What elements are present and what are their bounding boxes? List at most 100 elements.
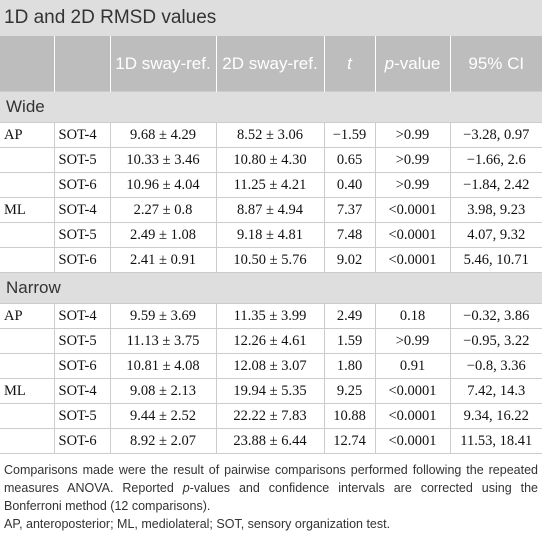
table-row: ML SOT-4 9.08 ± 2.13 19.94 ± 5.35 9.25 <0.000… — [0, 378, 542, 404]
cell-ci: −1.84, 2.42 — [449, 172, 542, 198]
cell-ci: −0.8, 3.36 — [449, 353, 542, 379]
cell-1d: 10.96 ± 4.04 — [109, 172, 216, 198]
cell-sot: SOT-4 — [53, 378, 110, 404]
cell-group — [0, 147, 54, 173]
cell-ci: 9.34, 16.22 — [449, 403, 542, 429]
table-row: SOT-5 9.44 ± 2.52 22.22 ± 7.83 10.88 <0.0001… — [0, 403, 542, 429]
cell-group — [0, 353, 54, 379]
cell-ci: 7.42, 14.3 — [449, 378, 542, 404]
cell-sot: SOT-4 — [53, 303, 110, 329]
cell-group: ML — [0, 378, 54, 404]
table-body: Wide AP SOT-4 9.68 ± 4.29 8.52 ± 3.06 −1.59 >0… — [0, 91, 542, 454]
cell-p-value: <0.0001 — [374, 222, 450, 248]
table-row: AP SOT-4 9.59 ± 3.69 11.35 ± 3.99 2.49 0.18 −0… — [0, 303, 542, 329]
cell-t: 2.49 — [323, 303, 375, 329]
cell-1d: 2.27 ± 0.8 — [109, 197, 216, 223]
cell-ci: 4.07, 9.32 — [449, 222, 542, 248]
header-cell-group — [0, 36, 54, 92]
cell-1d: 10.33 ± 3.46 — [109, 147, 216, 173]
cell-1d: 8.92 ± 2.07 — [109, 428, 216, 454]
table-footnotes: Comparisons made were the result of pair… — [0, 454, 542, 533]
cell-group: AP — [0, 122, 54, 148]
cell-2d: 11.25 ± 4.21 — [215, 172, 324, 198]
header-cell-sot — [53, 36, 110, 92]
cell-group: AP — [0, 303, 54, 329]
cell-p-value: <0.0001 — [374, 247, 450, 273]
cell-sot: SOT-6 — [53, 247, 110, 273]
cell-t: 7.37 — [323, 197, 375, 223]
header-cell-ci: 95% CI — [449, 36, 542, 92]
header-cell-p-value: p-value — [374, 36, 450, 92]
cell-2d: 12.26 ± 4.61 — [215, 328, 324, 354]
cell-sot: SOT-5 — [53, 147, 110, 173]
table-container: 1D and 2D RMSD values 1D sway-ref. 2D sw… — [0, 0, 542, 533]
cell-p-value: >0.99 — [374, 122, 450, 148]
section-row: Wide — [0, 91, 542, 123]
header-cell-2d: 2D sway-ref. — [215, 36, 324, 92]
section-row: Narrow — [0, 272, 542, 304]
cell-p-value: 0.91 — [374, 353, 450, 379]
table-row: ML SOT-4 2.27 ± 0.8 8.87 ± 4.94 7.37 <0.0001 3… — [0, 197, 542, 223]
cell-sot: SOT-6 — [53, 428, 110, 454]
cell-2d: 10.50 ± 5.76 — [215, 247, 324, 273]
cell-group — [0, 222, 54, 248]
cell-t: 1.80 — [323, 353, 375, 379]
header-row: 1D sway-ref. 2D sway-ref. t p-value 95% … — [0, 36, 542, 92]
cell-2d: 8.52 ± 3.06 — [215, 122, 324, 148]
cell-2d: 12.08 ± 3.07 — [215, 353, 324, 379]
table-row: AP SOT-4 9.68 ± 4.29 8.52 ± 3.06 −1.59 >0.99−… — [0, 122, 542, 148]
cell-t: 7.48 — [323, 222, 375, 248]
footnote-abbreviations: AP, anteroposterior; ML, mediolateral; S… — [4, 517, 391, 531]
cell-sot: SOT-6 — [53, 172, 110, 198]
cell-1d: 9.68 ± 4.29 — [109, 122, 216, 148]
cell-t: 1.59 — [323, 328, 375, 354]
cell-1d: 9.59 ± 3.69 — [109, 303, 216, 329]
cell-1d: 9.44 ± 2.52 — [109, 403, 216, 429]
cell-2d: 22.22 ± 7.83 — [215, 403, 324, 429]
header-cell-1d: 1D sway-ref. — [109, 36, 216, 92]
cell-2d: 10.80 ± 4.30 — [215, 147, 324, 173]
cell-group — [0, 172, 54, 198]
cell-group: ML — [0, 197, 54, 223]
cell-p-value: 0.18 — [374, 303, 450, 329]
cell-1d: 2.49 ± 1.08 — [109, 222, 216, 248]
cell-2d: 19.94 ± 5.35 — [215, 378, 324, 404]
cell-1d: 10.81 ± 4.08 — [109, 353, 216, 379]
cell-ci: −3.28, 0.97 — [449, 122, 542, 148]
cell-p-value: <0.0001 — [374, 428, 450, 454]
table-row: SOT-6 2.41 ± 0.91 10.50 ± 5.76 9.02 <0.0001 5… — [0, 247, 542, 273]
section-label: Wide — [0, 91, 542, 123]
cell-sot: SOT-5 — [53, 328, 110, 354]
cell-group — [0, 328, 54, 354]
cell-2d: 8.87 ± 4.94 — [215, 197, 324, 223]
cell-1d: 11.13 ± 3.75 — [109, 328, 216, 354]
cell-1d: 9.08 ± 2.13 — [109, 378, 216, 404]
cell-2d: 9.18 ± 4.81 — [215, 222, 324, 248]
cell-sot: SOT-6 — [53, 353, 110, 379]
cell-2d: 23.88 ± 6.44 — [215, 428, 324, 454]
table-row: SOT-5 11.13 ± 3.75 12.26 ± 4.61 1.59 >0.99 −0… — [0, 328, 542, 354]
table-row: SOT-6 10.96 ± 4.04 11.25 ± 4.21 0.40 >0.99 −1… — [0, 172, 542, 198]
cell-ci: −0.32, 3.86 — [449, 303, 542, 329]
table-row: SOT-5 2.49 ± 1.08 9.18 ± 4.81 7.48 <0.0001 4.… — [0, 222, 542, 248]
cell-ci: 3.98, 9.23 — [449, 197, 542, 223]
cell-group — [0, 247, 54, 273]
cell-ci: −1.66, 2.6 — [449, 147, 542, 173]
cell-sot: SOT-4 — [53, 122, 110, 148]
cell-sot: SOT-5 — [53, 222, 110, 248]
cell-t: 9.25 — [323, 378, 375, 404]
rmsd-table: 1D sway-ref. 2D sway-ref. t p-value 95% … — [0, 36, 542, 454]
table-caption: 1D and 2D RMSD values — [0, 0, 542, 36]
cell-p-value: <0.0001 — [374, 378, 450, 404]
cell-2d: 11.35 ± 3.99 — [215, 303, 324, 329]
cell-sot: SOT-5 — [53, 403, 110, 429]
cell-t: 10.88 — [323, 403, 375, 429]
cell-t: −1.59 — [323, 122, 375, 148]
cell-ci: 5.46, 10.71 — [449, 247, 542, 273]
cell-1d: 2.41 ± 0.91 — [109, 247, 216, 273]
cell-t: 0.40 — [323, 172, 375, 198]
table-row: SOT-6 10.81 ± 4.08 12.08 ± 3.07 1.80 0.91 −0.… — [0, 353, 542, 379]
cell-t: 12.74 — [323, 428, 375, 454]
cell-p-value: >0.99 — [374, 172, 450, 198]
cell-sot: SOT-4 — [53, 197, 110, 223]
